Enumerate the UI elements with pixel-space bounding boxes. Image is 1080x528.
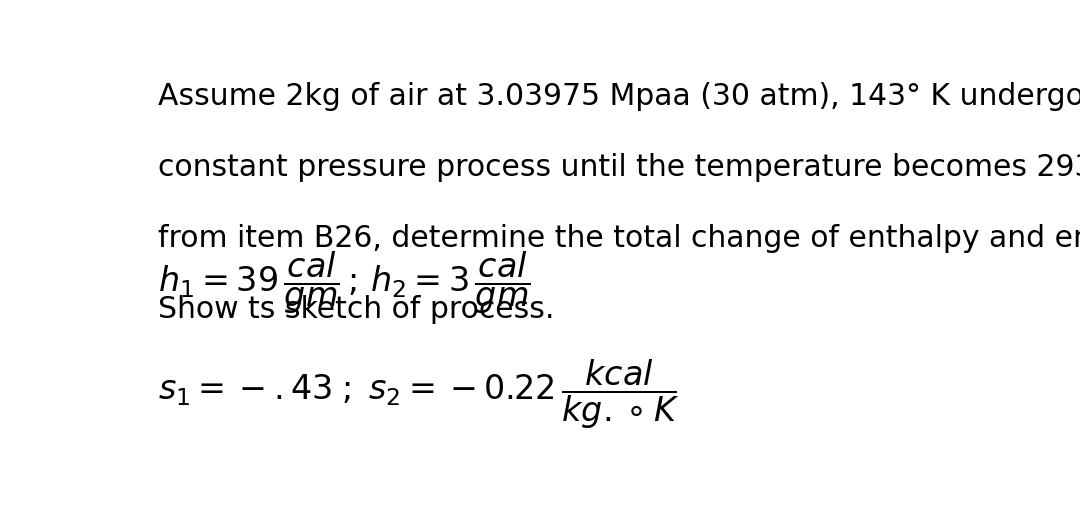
Text: from item B26, determine the total change of enthalpy and entropy.: from item B26, determine the total chang… (159, 224, 1080, 253)
Text: $h_1 = 39\,\dfrac{cal}{gm}\,;\,h_2 = 3\,\dfrac{cal}{gm}$: $h_1 = 39\,\dfrac{cal}{gm}\,;\,h_2 = 3\,… (159, 250, 531, 316)
Text: constant pressure process until the temperature becomes 293°K: constant pressure process until the temp… (159, 153, 1080, 182)
Text: $s_1 = -.43\;;\;s_2 = -0.22\,\dfrac{kcal}{kg.\circ K}$: $s_1 = -.43\;;\;s_2 = -0.22\,\dfrac{kcal… (159, 358, 679, 431)
Text: Show ts sketch of process.: Show ts sketch of process. (159, 295, 555, 324)
Text: Assume 2kg of air at 3.03975 Mpaa (30 atm), 143° K undergo a: Assume 2kg of air at 3.03975 Mpaa (30 at… (159, 82, 1080, 111)
